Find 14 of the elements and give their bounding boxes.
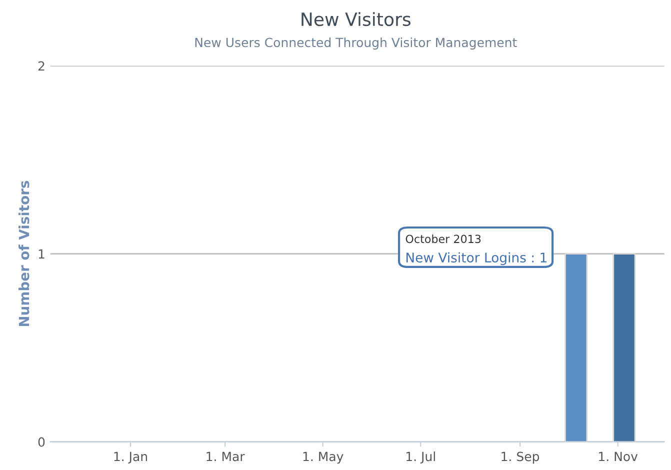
- chart-title: New Visitors: [302, 12, 410, 26]
- annotation: October 2013: [406, 234, 481, 244]
- x-tick-label: 1. Mar: [206, 452, 245, 462]
- x-tick-label: 1. Nov: [599, 452, 638, 462]
- y-tick-label: 1: [38, 249, 44, 259]
- x-tick-label: 1. Jul: [406, 452, 435, 464]
- y-tick-label: 2: [38, 61, 44, 71]
- y-tick-label: 0: [38, 437, 45, 447]
- annotation: New Visitor Logins : 1: [406, 252, 546, 266]
- chart-subtitle: New Users Connected Through Visitor Management: [195, 38, 517, 50]
- y-axis-title: Number of Visitors: [18, 180, 30, 326]
- x-tick-label: 1. Jan: [114, 452, 147, 464]
- x-tick-label: 1. Sep: [502, 452, 540, 464]
- x-tick-label: 1. May: [303, 452, 344, 464]
